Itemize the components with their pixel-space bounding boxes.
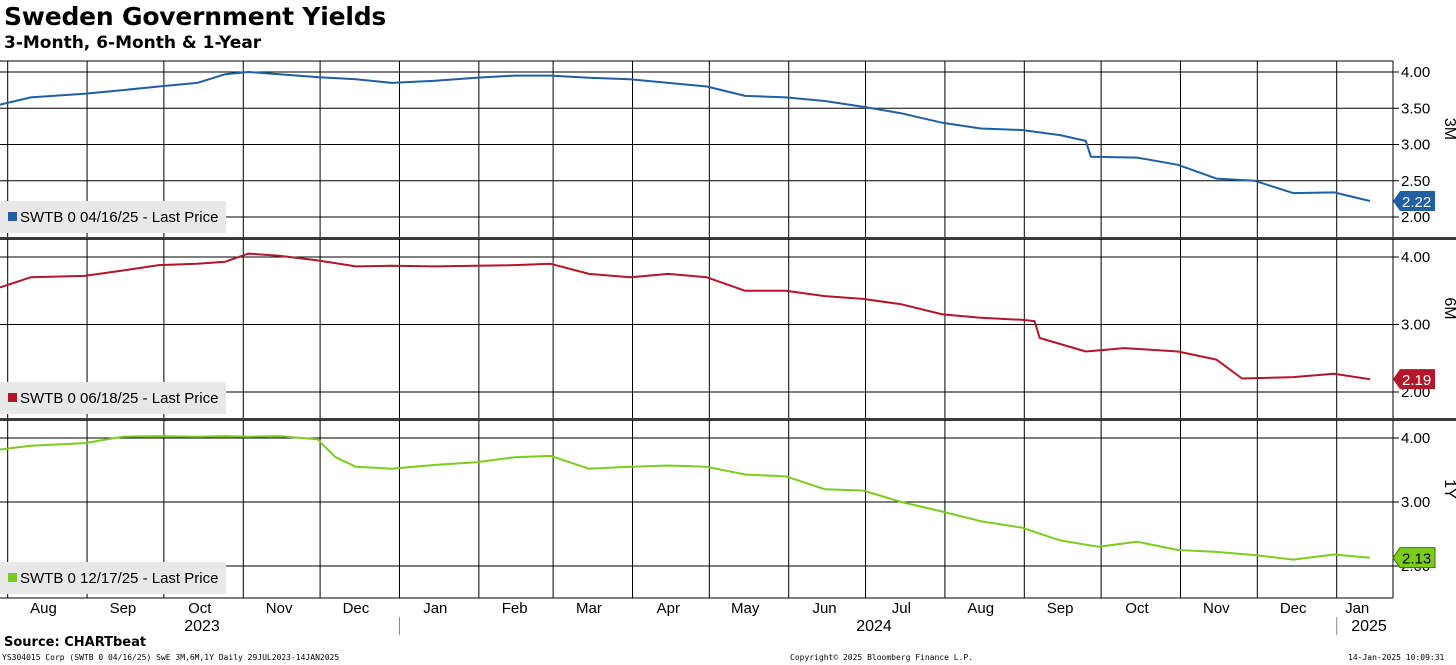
series-line-6M xyxy=(0,252,1371,381)
source-label: Source: CHARTbeat xyxy=(4,635,147,650)
panel-separator xyxy=(0,418,1456,421)
legend-label: SWTB 0 12/17/25 - Last Price xyxy=(20,570,218,587)
footer-copyright: Copyright© 2025 Bloomberg Finance L.P. xyxy=(790,653,974,662)
legend-swatch xyxy=(8,393,17,402)
panel-label-6M: 6M xyxy=(1441,297,1456,319)
x-year-label: 2023 xyxy=(184,618,220,635)
chart-subtitle: 3-Month, 6-Month & 1-Year xyxy=(4,33,262,53)
x-year-label: 2024 xyxy=(856,618,892,635)
x-tick-label: Sep xyxy=(1047,600,1074,617)
legend-box xyxy=(0,201,226,233)
panel-label-3M: 3M xyxy=(1441,118,1456,140)
x-tick-label: Aug xyxy=(30,600,57,617)
legend-label: SWTB 0 04/16/25 - Last Price xyxy=(20,209,218,226)
x-tick-label: Jun xyxy=(812,600,836,617)
series-line-3M xyxy=(0,71,1371,202)
y-tick-label: 3.00 xyxy=(1401,137,1430,154)
x-tick-label: Nov xyxy=(266,600,293,617)
panel-label-1Y: 1Y xyxy=(1441,479,1456,499)
y-tick-label: 3.00 xyxy=(1401,494,1430,511)
y-tick-label: 3.50 xyxy=(1401,100,1430,117)
x-tick-label: Oct xyxy=(188,600,212,617)
series-line-1Y xyxy=(0,435,1371,561)
x-tick-label: Dec xyxy=(343,600,370,617)
y-tick-label: 2.00 xyxy=(1401,209,1430,226)
last-value-tag xyxy=(1392,547,1436,569)
panel-3M: 4.00 3.50 3.00 2.50 2.00 3M SWTB 0 04/16/25 - … xyxy=(0,61,1456,240)
footer-ticker: YS304015 Corp (SWTB 0 04/16/25) SwE 3M,6… xyxy=(2,653,340,662)
x-tick-label: Apr xyxy=(657,600,680,617)
x-tick-label: Jul xyxy=(892,600,911,617)
x-tick-label: May xyxy=(731,600,760,617)
y-tick-label: 4.00 xyxy=(1401,249,1430,266)
chart-title: Sweden Government Yields xyxy=(4,2,387,31)
x-tick-label: Dec xyxy=(1280,600,1307,617)
y-tick-label: 2.50 xyxy=(1401,173,1430,190)
legend-box xyxy=(0,562,226,594)
x-tick-label: Jan xyxy=(423,600,447,617)
x-year-label: 2025 xyxy=(1351,618,1387,635)
legend-label: SWTB 0 06/18/25 - Last Price xyxy=(20,390,218,407)
y-tick-label: 4.00 xyxy=(1401,64,1430,81)
x-tick-label: Aug xyxy=(967,600,994,617)
last-value-label: 2.13 xyxy=(1402,551,1431,568)
last-value-tag xyxy=(1393,191,1435,212)
legend-swatch xyxy=(8,573,17,582)
last-value-tag xyxy=(1393,369,1435,390)
legend-swatch xyxy=(8,212,17,221)
x-tick-label: Mar xyxy=(576,600,602,617)
footer-timestamp: 14-Jan-2025 10:09:31 xyxy=(1348,653,1445,662)
panel-separator xyxy=(0,237,1456,240)
last-value-label: 2.19 xyxy=(1402,372,1431,389)
x-tick-label: Sep xyxy=(110,600,137,617)
legend-box xyxy=(0,382,226,414)
x-tick-label: Nov xyxy=(1203,600,1230,617)
last-value-label: 2.22 xyxy=(1402,194,1431,211)
y-tick-label: 3.00 xyxy=(1401,317,1430,334)
y-tick-label: 4.00 xyxy=(1401,430,1430,447)
x-tick-label: Jan xyxy=(1345,600,1369,617)
x-tick-label: Oct xyxy=(1125,600,1149,617)
x-tick-label: Feb xyxy=(502,600,528,617)
